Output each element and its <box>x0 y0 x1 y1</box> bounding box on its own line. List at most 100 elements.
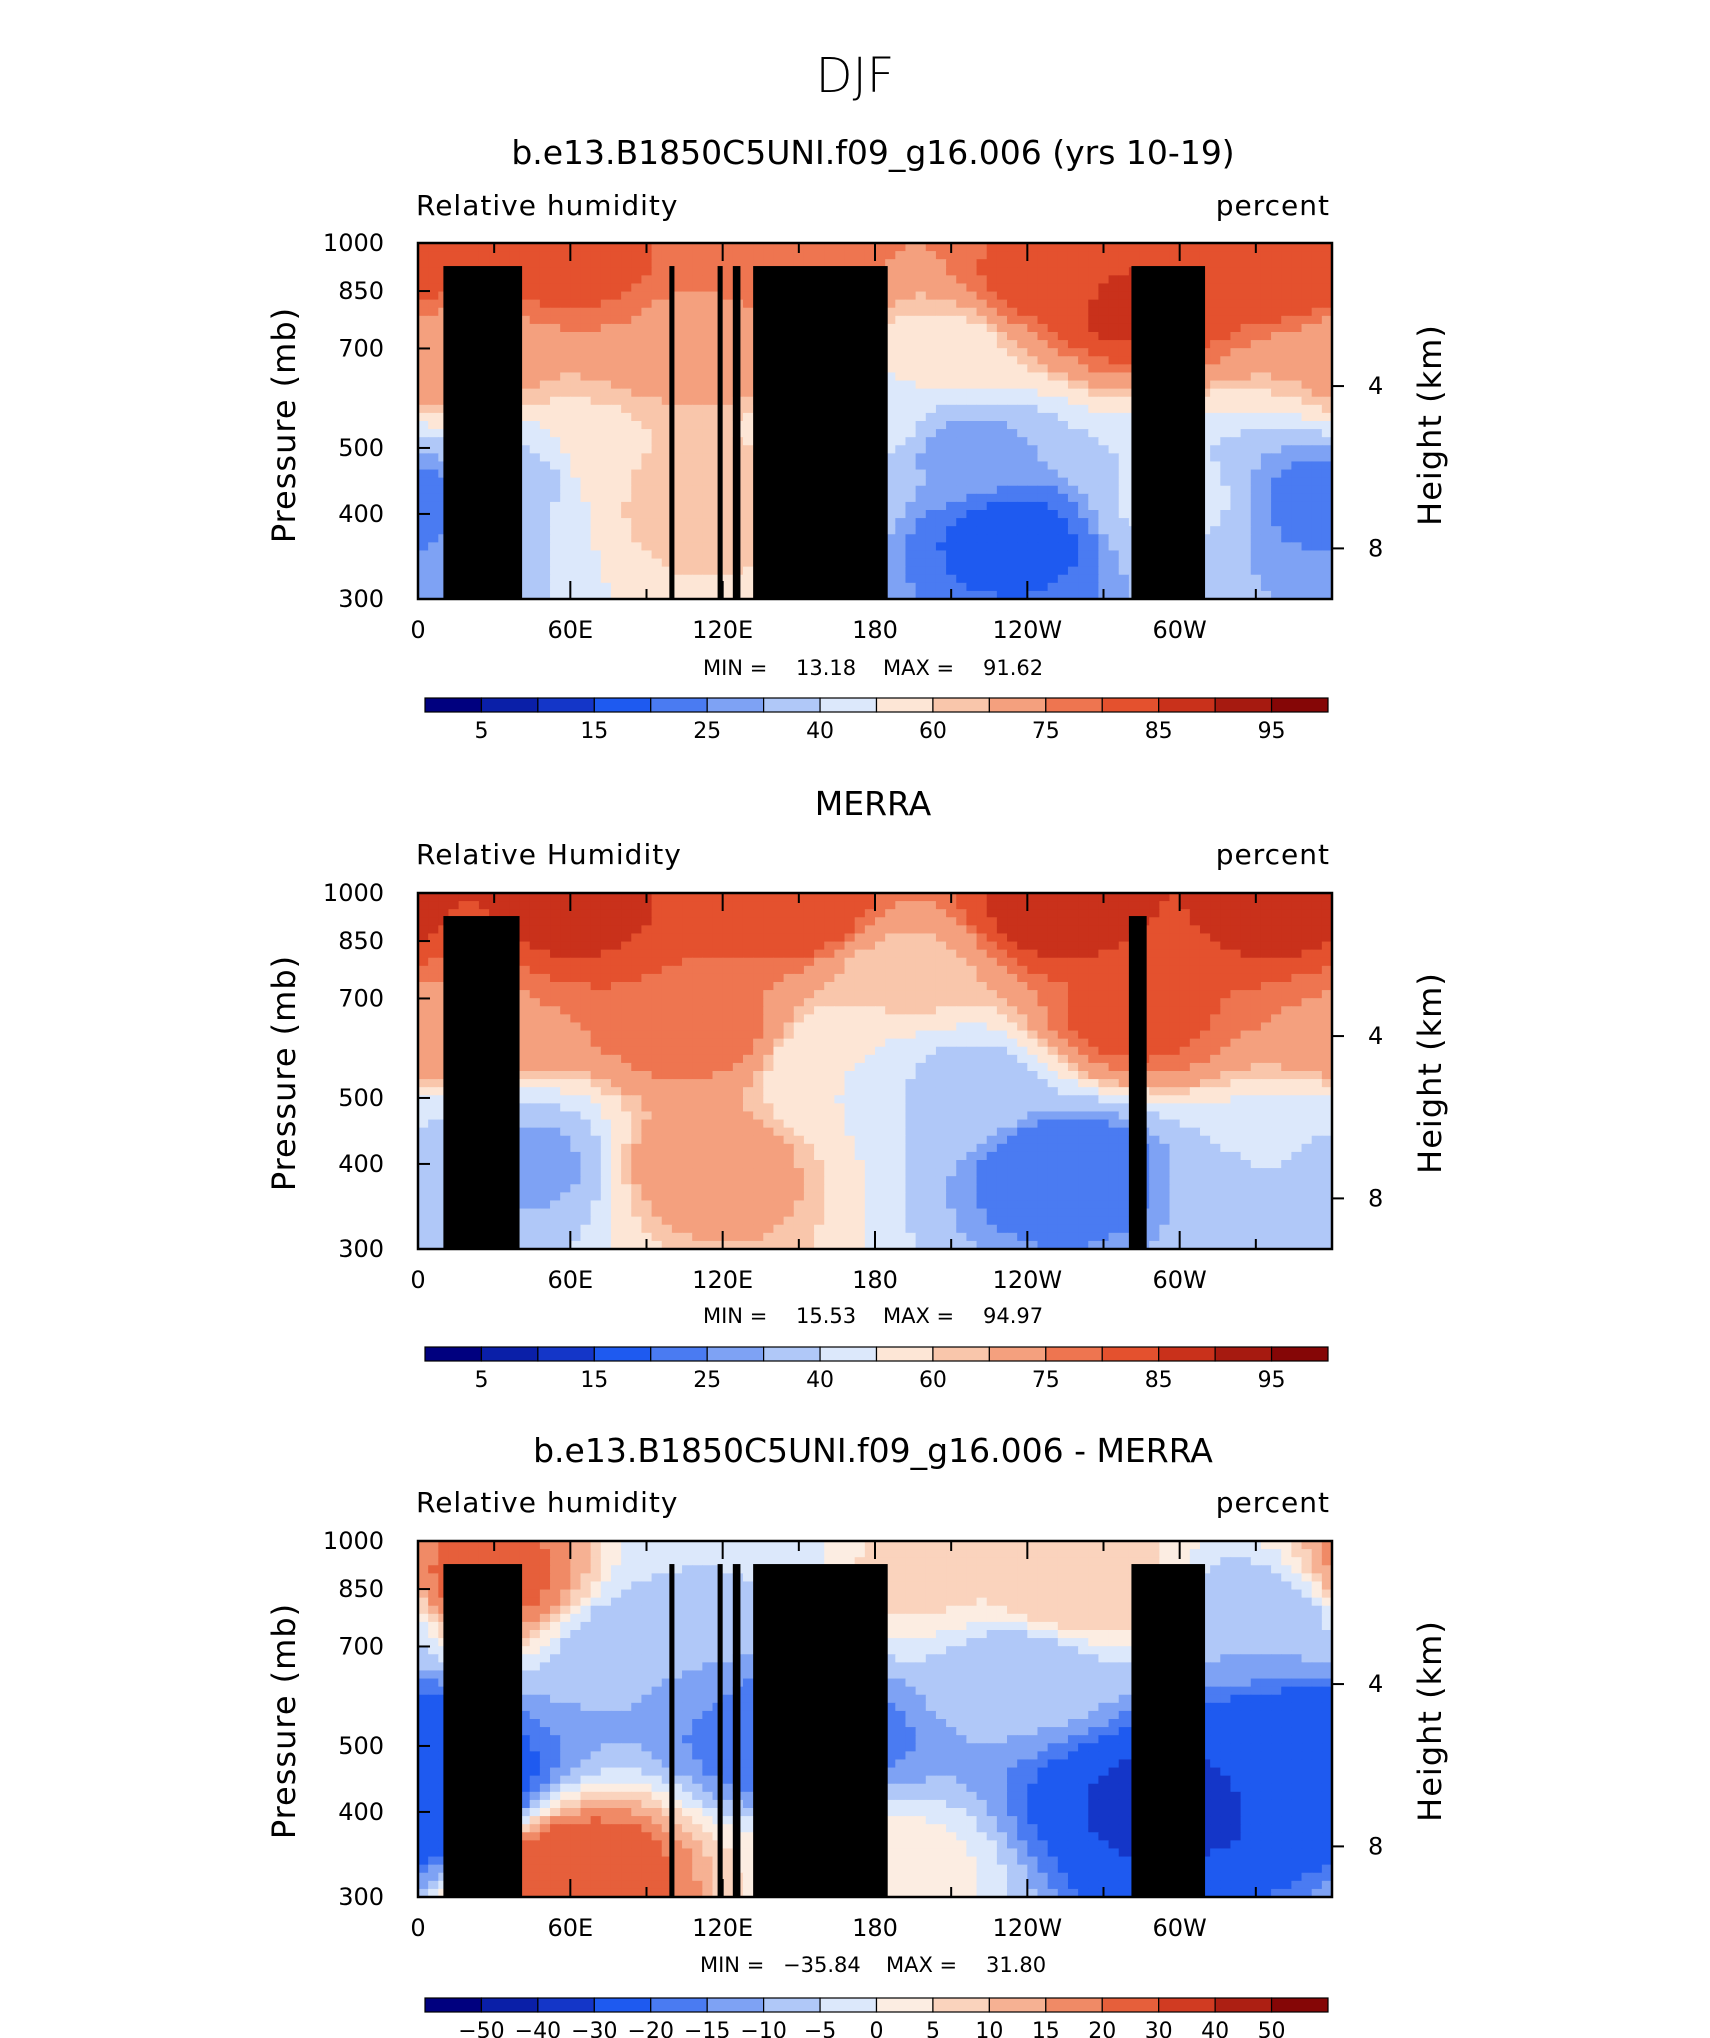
field-cell <box>1301 893 1313 902</box>
field-cell <box>682 445 693 454</box>
field-cell <box>1311 893 1323 902</box>
field-cell <box>641 315 653 325</box>
field-cell <box>1078 332 1089 341</box>
field-cell <box>1057 404 1069 414</box>
field-cell <box>651 315 663 325</box>
field-cell <box>590 299 602 309</box>
field-cell <box>956 949 967 959</box>
field-cell <box>956 518 967 527</box>
field-cell <box>1128 243 1140 252</box>
field-cell <box>1078 501 1089 511</box>
field-cell <box>560 526 571 535</box>
field-cell <box>895 518 907 527</box>
field-cell <box>1301 542 1313 552</box>
field-cell <box>539 332 551 341</box>
field-cell <box>946 461 957 471</box>
field-cell <box>1240 574 1252 584</box>
field-cell <box>570 445 582 454</box>
field-cell <box>1240 267 1252 276</box>
field-cell <box>610 469 622 479</box>
field-cell <box>925 372 937 382</box>
field-cell <box>1230 356 1242 365</box>
field-cell <box>468 909 480 918</box>
field-cell <box>671 243 683 252</box>
field-cell <box>610 315 622 325</box>
field-cell <box>1240 909 1252 918</box>
field-cell <box>996 526 1008 535</box>
field-cell <box>1271 283 1282 293</box>
field-cell <box>631 243 643 252</box>
field-cell <box>1098 412 1110 422</box>
field-cell <box>1118 949 1130 959</box>
field-cell <box>621 275 632 285</box>
field-cell <box>682 493 693 503</box>
field-cell <box>844 925 856 935</box>
field-cell <box>1027 332 1039 341</box>
field-cell <box>621 340 632 349</box>
field-cell <box>671 421 683 430</box>
field-cell <box>814 259 825 268</box>
field-cell <box>1210 469 1221 479</box>
field-cell <box>915 259 927 268</box>
field-cell <box>519 437 531 446</box>
field-cell <box>1037 469 1049 479</box>
field-cell <box>529 243 541 252</box>
field-cell <box>1321 917 1333 926</box>
field-cell <box>1199 469 1211 479</box>
field-cell <box>1047 542 1059 552</box>
field-cell <box>1037 534 1049 543</box>
field-cell <box>621 429 632 438</box>
field-cell <box>560 542 571 552</box>
field-cell <box>1291 291 1303 301</box>
field-cell <box>1230 917 1242 926</box>
field-cell <box>478 251 490 260</box>
field-cell <box>905 901 917 910</box>
field-cell <box>519 917 531 926</box>
field-cell <box>742 437 754 446</box>
field-cell <box>935 949 947 959</box>
field-cell <box>915 437 927 446</box>
field-cell <box>1047 917 1059 926</box>
field-cell <box>925 307 937 317</box>
field-cell <box>722 469 734 479</box>
field-cell <box>1027 941 1039 951</box>
field-cell <box>590 477 602 487</box>
field-cell <box>1078 412 1089 422</box>
field-cell <box>1037 372 1049 382</box>
field-cell <box>529 558 541 568</box>
field-cell <box>1017 925 1028 935</box>
field-cell <box>1067 429 1079 438</box>
field-cell <box>1057 259 1069 268</box>
field-cell <box>1301 493 1313 503</box>
field-cell <box>519 901 531 910</box>
field-cell <box>895 388 907 398</box>
field-cell <box>1250 957 1262 967</box>
field-cell <box>631 259 643 268</box>
field-cell <box>1078 251 1089 260</box>
field-cell <box>418 526 429 535</box>
field-cell <box>976 267 988 276</box>
field-cell <box>1230 243 1242 252</box>
field-cell <box>529 550 541 560</box>
field-cell <box>560 477 571 487</box>
field-cell <box>661 332 673 341</box>
field-cell <box>570 925 582 935</box>
field-cell <box>1017 259 1028 268</box>
field-cell <box>895 307 907 317</box>
field-cell <box>854 917 866 926</box>
field-cell <box>1240 412 1252 422</box>
field-cell <box>976 380 988 390</box>
field-cell <box>976 421 988 430</box>
field-cell <box>1078 437 1089 446</box>
field-cell <box>651 574 663 584</box>
field-cell <box>1250 925 1262 935</box>
field-cell <box>722 574 734 584</box>
field-cell <box>631 518 643 527</box>
field-cell <box>976 412 988 422</box>
field-cell <box>925 917 937 926</box>
field-cell <box>722 251 734 260</box>
field-cell <box>539 340 551 349</box>
field-cell <box>661 550 673 560</box>
field-cell <box>742 526 754 535</box>
